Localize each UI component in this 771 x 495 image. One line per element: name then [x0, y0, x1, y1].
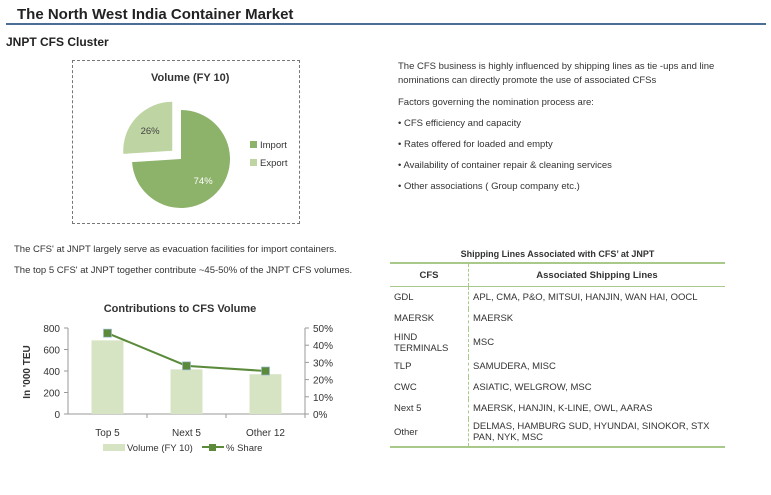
- title-rule: [6, 23, 766, 25]
- table-row: GDL APL, CMA, P&O, MITSUI, HANJIN, WAN HA…: [390, 286, 725, 309]
- shipping-lines-cell: MSC: [473, 337, 495, 348]
- shipping-lines-cell: APL, CMA, P&O, MITSUI, HANJIN, WAN HAI, …: [473, 292, 698, 304]
- legend-import: Import: [260, 140, 287, 151]
- legend-volume-swatch: [103, 444, 125, 451]
- y2-tick-label: 0%: [313, 410, 328, 421]
- legend-export: Export: [260, 158, 288, 169]
- section-subtitle: JNPT CFS Cluster: [6, 35, 109, 49]
- shipping-lines-cell: SAMUDERA, MISC: [473, 361, 556, 372]
- legend-volume: Volume (FY 10): [127, 443, 193, 454]
- cfs-cell: Next 5: [390, 398, 469, 419]
- shipping-lines-cell: ASIATIC, WELGROW, MSC: [473, 382, 592, 393]
- x-tick-label: Other 12: [246, 428, 285, 439]
- x-tick-label: Top 5: [95, 428, 120, 439]
- pie-slice-export: [123, 101, 173, 154]
- legend-share-marker: [209, 444, 216, 451]
- pie-slice-import: [132, 110, 230, 208]
- factor-item: CFS efficiency and capacity: [398, 117, 612, 131]
- factor-item: Rates offered for loaded and empty: [398, 138, 612, 152]
- chart-title: Contributions to CFS Volume: [104, 303, 257, 315]
- x-tick-label: Next 5: [172, 428, 201, 439]
- factors-heading: Factors governing the nomination process…: [398, 97, 594, 108]
- legend-import-swatch: [250, 141, 257, 148]
- left-text-line1: The CFS' at JNPT largely serve as evacua…: [14, 244, 337, 255]
- pie-title: Volume (FY 10): [151, 72, 230, 84]
- shipping-lines-cell: DELMAS, HAMBURG SUD, HYUNDAI, SINOKOR, S…: [468, 418, 725, 448]
- y-axis-label: In '000 TEU: [22, 345, 33, 399]
- y2-tick-label: 50%: [313, 324, 333, 335]
- y-tick-label: 800: [43, 324, 60, 335]
- y2-tick-label: 20%: [313, 376, 333, 387]
- factor-item: Other associations ( Group company etc.): [398, 180, 612, 194]
- contributions-chart: Contributions to CFS Volume In '000 TEU …: [22, 303, 333, 454]
- y2-tick-label: 40%: [313, 341, 333, 352]
- shipping-lines-cell: MAERSK, HANJIN, K-LINE, OWL, AARAS: [473, 403, 653, 414]
- y-tick-label: 0: [54, 410, 60, 421]
- table-row: TLP SAMUDERA, MISC: [390, 356, 725, 377]
- cfs-cell: Other: [390, 418, 469, 448]
- col-header-lines: Associated Shipping Lines: [468, 262, 725, 287]
- table-title: Shipping Lines Associated with CFS’ at J…: [460, 249, 655, 259]
- y-tick-label: 600: [43, 346, 60, 357]
- pie-label-export: 26%: [141, 126, 161, 137]
- y2-tick-label: 10%: [313, 393, 333, 404]
- legend-export-swatch: [250, 159, 257, 166]
- share-point: [103, 328, 112, 338]
- cfs-cell: HIND TERMINALS: [390, 328, 469, 357]
- bar-top-5: [91, 340, 124, 414]
- legend-share: % Share: [226, 443, 262, 454]
- table-row: Next 5 MAERSK, HANJIN, K-LINE, OWL, AARAS: [390, 398, 725, 419]
- y-tick-label: 200: [43, 389, 60, 400]
- cfs-cell: CWC: [390, 376, 469, 399]
- col-header-cfs: CFS: [390, 262, 469, 287]
- factor-item: Availability of container repair & clean…: [398, 159, 611, 173]
- pie-label-import: 74%: [194, 176, 214, 187]
- share-point: [261, 366, 270, 376]
- share-point: [182, 361, 191, 371]
- pie-chart-box: Volume (FY 10) 74% 26% Import Export: [72, 60, 300, 224]
- cfs-cell: MAERSK: [390, 308, 469, 329]
- table-row: HIND TERMINALS MSC: [390, 328, 725, 357]
- bar-next-5: [170, 369, 203, 414]
- y2-tick-label: 30%: [313, 358, 333, 369]
- shipping-lines-table: CFS Associated Shipping Lines GDL APL, CM…: [390, 262, 725, 448]
- left-text-line2: The top 5 CFS' at JNPT together contribu…: [14, 265, 353, 276]
- bar-other-12: [249, 374, 282, 414]
- table-row: Other DELMAS, HAMBURG SUD, HYUNDAI, SINOK…: [390, 418, 725, 448]
- page-title: The North West India Container Market: [17, 6, 294, 23]
- table-row: CWC ASIATIC, WELGROW, MSC: [390, 376, 725, 399]
- shipping-lines-cell: MAERSK: [473, 313, 514, 324]
- y-tick-label: 400: [43, 367, 60, 378]
- factors-list: CFS efficiency and capacity Rates offere…: [398, 117, 612, 201]
- pie-chart: Volume (FY 10) 74% 26% Import Export: [123, 72, 288, 208]
- cfs-cell: GDL: [390, 286, 469, 309]
- table-row: MAERSK MAERSK: [390, 308, 725, 329]
- cfs-business-paragraph: The CFS business is highly influenced by…: [398, 61, 715, 86]
- cfs-cell: TLP: [390, 356, 469, 377]
